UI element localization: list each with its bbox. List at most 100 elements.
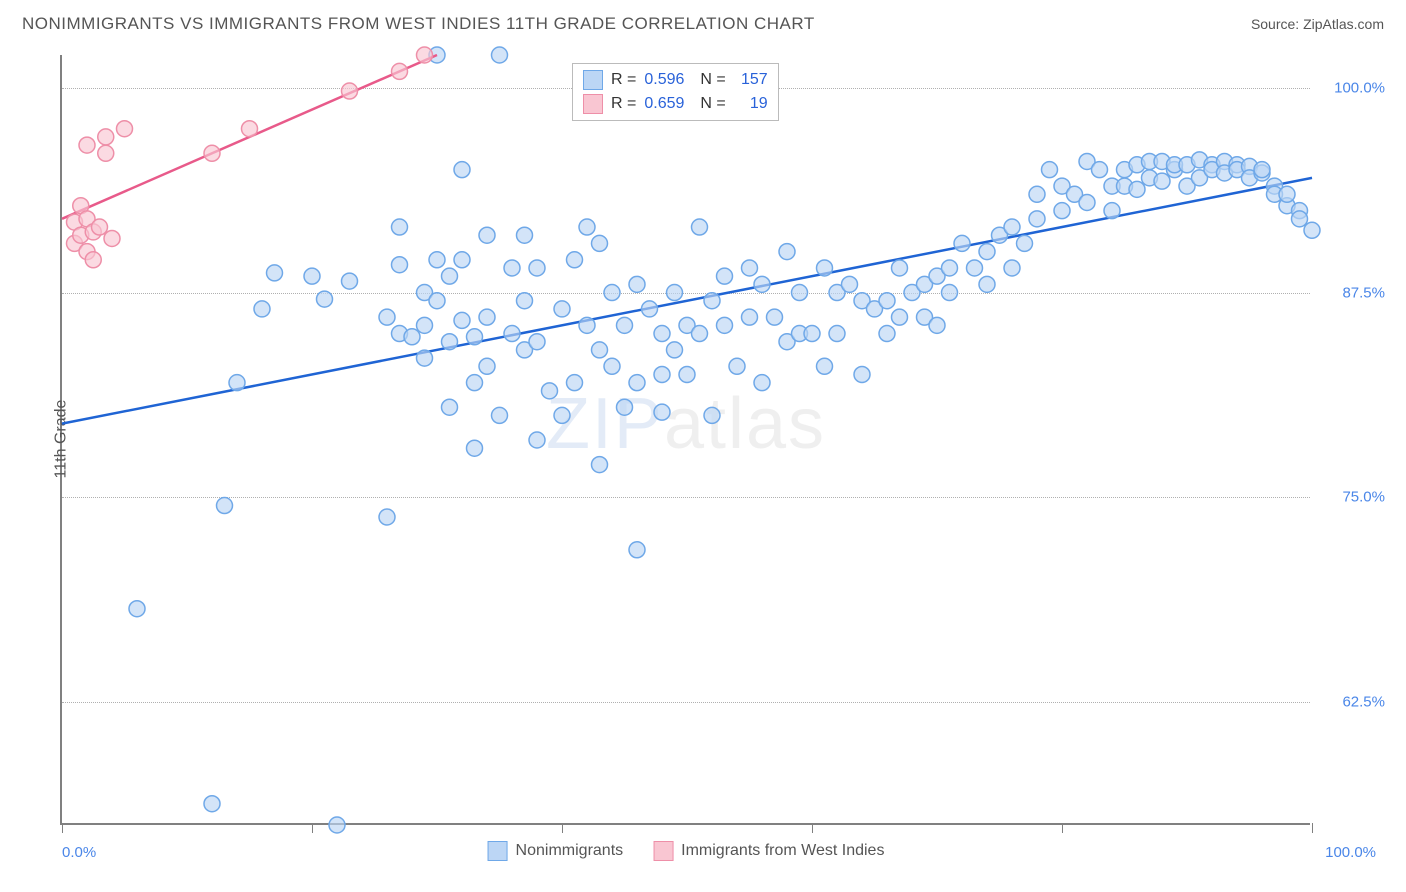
data-point bbox=[979, 244, 995, 260]
data-point bbox=[629, 276, 645, 292]
data-point bbox=[442, 399, 458, 415]
data-point bbox=[742, 260, 758, 276]
data-point bbox=[454, 162, 470, 178]
data-point bbox=[229, 375, 245, 391]
data-point bbox=[554, 407, 570, 423]
data-point bbox=[692, 219, 708, 235]
data-point bbox=[204, 796, 220, 812]
data-point bbox=[704, 293, 720, 309]
data-point bbox=[817, 260, 833, 276]
data-point bbox=[792, 285, 808, 301]
data-point bbox=[654, 404, 670, 420]
data-point bbox=[954, 235, 970, 251]
data-point bbox=[479, 358, 495, 374]
data-point bbox=[554, 301, 570, 317]
data-point bbox=[892, 309, 908, 325]
y-tick-label: 62.5% bbox=[1342, 694, 1385, 711]
data-point bbox=[729, 358, 745, 374]
data-point bbox=[379, 509, 395, 525]
data-point bbox=[617, 317, 633, 333]
data-point bbox=[529, 260, 545, 276]
data-point bbox=[804, 326, 820, 342]
y-tick-label: 75.0% bbox=[1342, 489, 1385, 506]
data-point bbox=[129, 601, 145, 617]
data-point bbox=[479, 309, 495, 325]
data-point bbox=[429, 293, 445, 309]
data-point bbox=[942, 260, 958, 276]
data-point bbox=[1104, 203, 1120, 219]
data-point bbox=[492, 47, 508, 63]
data-point bbox=[654, 366, 670, 382]
data-point bbox=[79, 137, 95, 153]
swatch-series1 bbox=[583, 70, 603, 90]
data-point bbox=[579, 219, 595, 235]
data-point bbox=[204, 145, 220, 161]
data-point bbox=[1154, 173, 1170, 189]
data-point bbox=[592, 457, 608, 473]
data-point bbox=[329, 817, 345, 833]
data-point bbox=[542, 383, 558, 399]
data-point bbox=[467, 329, 483, 345]
data-point bbox=[529, 334, 545, 350]
data-point bbox=[1054, 203, 1070, 219]
y-tick-label: 100.0% bbox=[1334, 79, 1385, 96]
y-tick-label: 87.5% bbox=[1342, 284, 1385, 301]
legend-label-2: Immigrants from West Indies bbox=[681, 842, 884, 860]
data-point bbox=[517, 227, 533, 243]
data-point bbox=[342, 273, 358, 289]
source-label: Source: ZipAtlas.com bbox=[1251, 16, 1384, 32]
data-point bbox=[98, 145, 114, 161]
chart-header: NONIMMIGRANTS VS IMMIGRANTS FROM WEST IN… bbox=[0, 0, 1406, 38]
data-point bbox=[1004, 260, 1020, 276]
data-point bbox=[942, 285, 958, 301]
data-point bbox=[742, 309, 758, 325]
data-point bbox=[829, 326, 845, 342]
data-point bbox=[85, 252, 101, 268]
data-point bbox=[854, 366, 870, 382]
data-point bbox=[98, 129, 114, 145]
data-point bbox=[754, 375, 770, 391]
swatch-icon bbox=[653, 841, 673, 861]
x-axis-min-label: 0.0% bbox=[62, 844, 96, 861]
data-point bbox=[92, 219, 108, 235]
data-point bbox=[267, 265, 283, 281]
data-point bbox=[442, 334, 458, 350]
data-point bbox=[417, 350, 433, 366]
legend-row-series2: R = 0.659 N = 19 bbox=[583, 92, 768, 116]
legend-row-series1: R = 0.596 N = 157 bbox=[583, 68, 768, 92]
data-point bbox=[479, 227, 495, 243]
data-point bbox=[392, 219, 408, 235]
data-point bbox=[604, 285, 620, 301]
data-point bbox=[317, 291, 333, 307]
legend-item-2: Immigrants from West Indies bbox=[653, 841, 884, 861]
data-point bbox=[467, 375, 483, 391]
legend-label-1: Nonimmigrants bbox=[516, 842, 624, 860]
data-point bbox=[392, 63, 408, 79]
data-point bbox=[104, 230, 120, 246]
x-axis-max-label: 100.0% bbox=[1325, 844, 1376, 861]
data-point bbox=[304, 268, 320, 284]
data-point bbox=[617, 399, 633, 415]
data-point bbox=[1279, 186, 1295, 202]
data-point bbox=[1254, 162, 1270, 178]
data-point bbox=[654, 326, 670, 342]
data-point bbox=[879, 326, 895, 342]
data-point bbox=[517, 293, 533, 309]
data-point bbox=[879, 293, 895, 309]
data-point bbox=[467, 440, 483, 456]
trend-line-0 bbox=[62, 178, 1312, 424]
plot-area: 11th Grade 0.0% 100.0% ZIPatlas R = 0.59… bbox=[60, 55, 1310, 825]
data-point bbox=[592, 235, 608, 251]
data-point bbox=[1079, 194, 1095, 210]
data-point bbox=[117, 121, 133, 137]
data-point bbox=[692, 326, 708, 342]
data-point bbox=[704, 407, 720, 423]
swatch-series2 bbox=[583, 94, 603, 114]
data-point bbox=[754, 276, 770, 292]
chart-area: 11th Grade 0.0% 100.0% ZIPatlas R = 0.59… bbox=[60, 55, 1386, 837]
data-point bbox=[892, 260, 908, 276]
data-point bbox=[817, 358, 833, 374]
data-point bbox=[379, 309, 395, 325]
data-point bbox=[642, 301, 658, 317]
data-point bbox=[717, 317, 733, 333]
